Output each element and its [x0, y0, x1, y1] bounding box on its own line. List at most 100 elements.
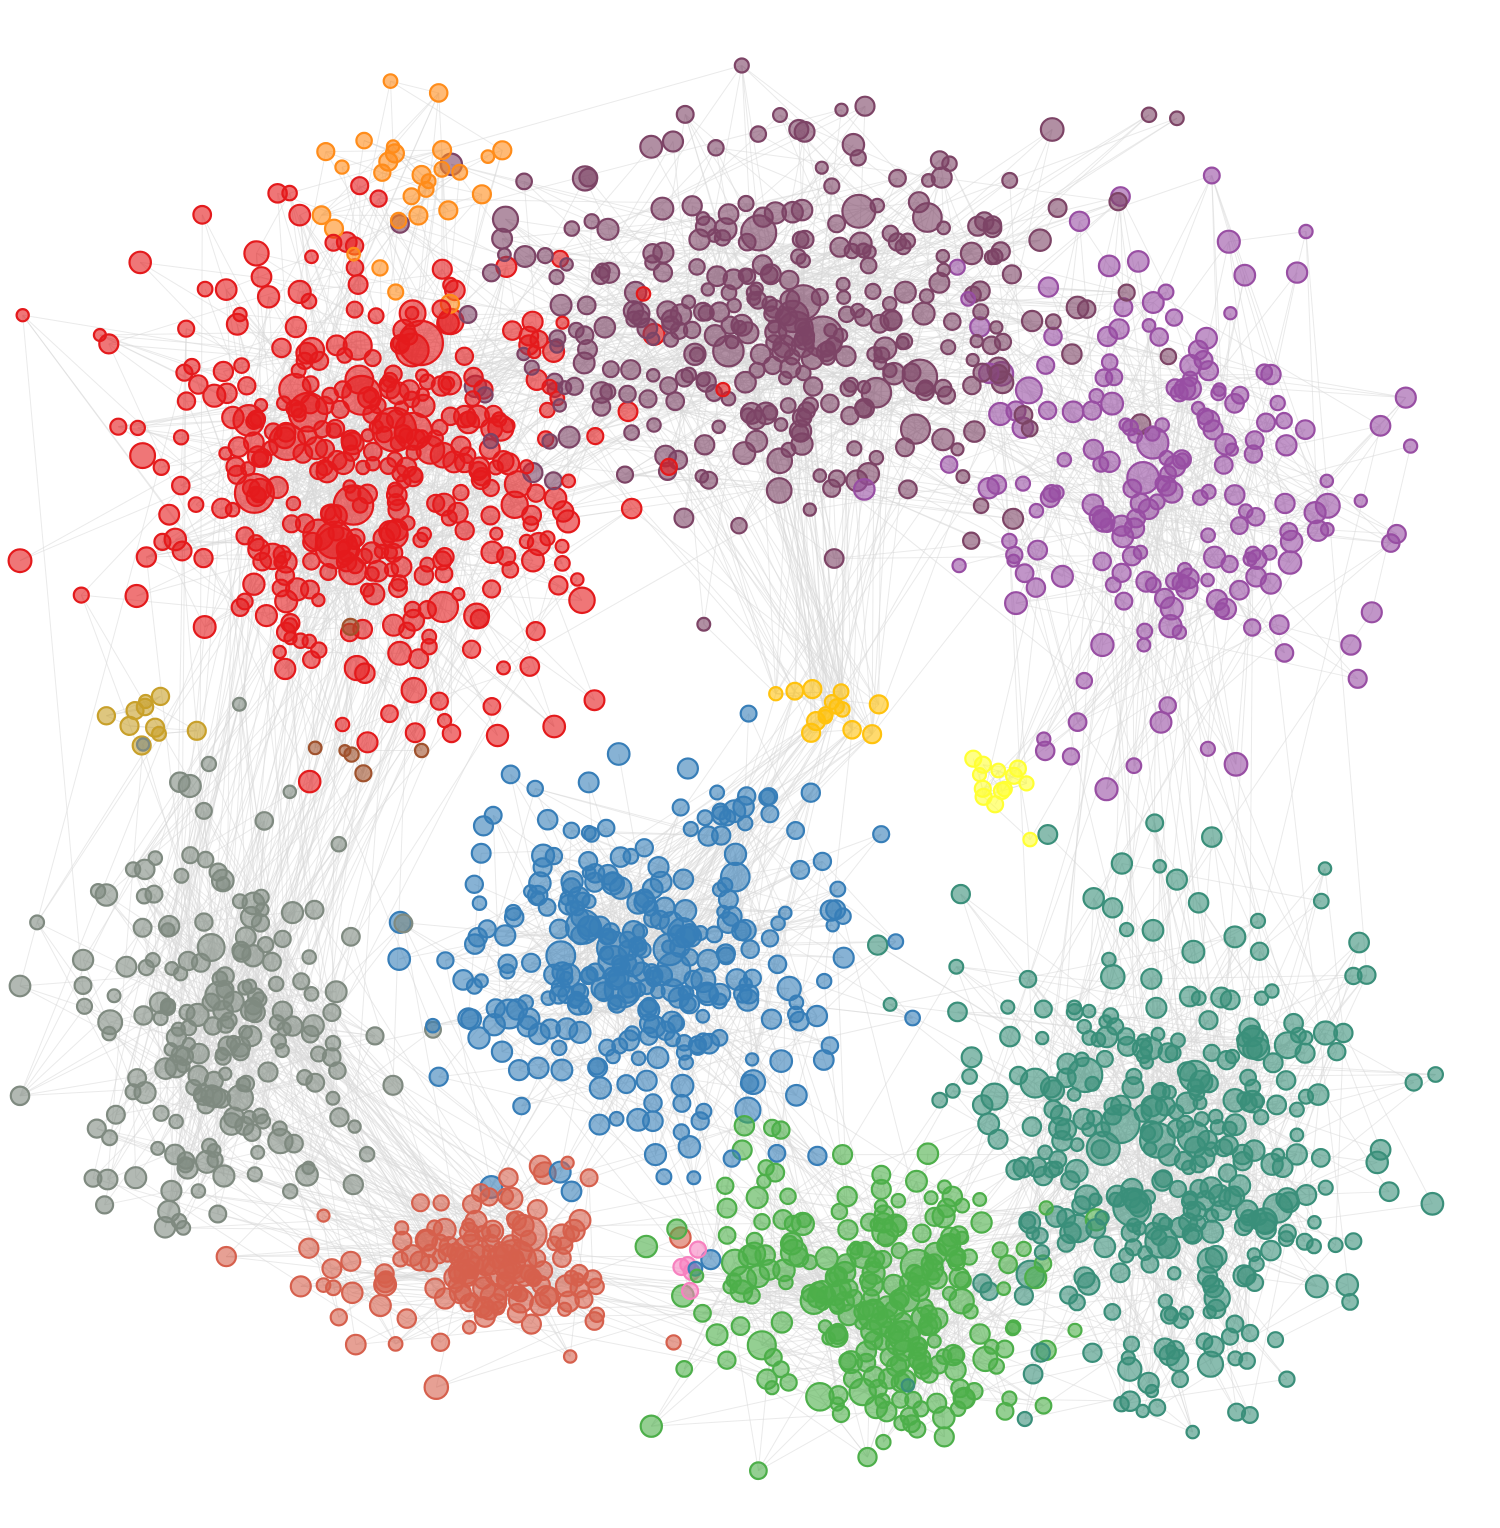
edge	[484, 338, 654, 396]
node	[1051, 1129, 1073, 1152]
edge	[284, 385, 575, 670]
node	[987, 1128, 1009, 1150]
node	[1145, 996, 1168, 1019]
node	[790, 198, 814, 222]
edge	[402, 923, 581, 1289]
node	[1348, 931, 1370, 954]
node	[568, 586, 596, 615]
node	[1039, 117, 1065, 142]
node	[344, 1333, 367, 1356]
edge	[703, 623, 777, 695]
edge	[188, 785, 191, 1045]
edge	[331, 1012, 506, 1197]
edge	[871, 356, 1169, 735]
edge	[286, 626, 351, 633]
edge	[733, 1035, 1253, 1282]
edge	[608, 272, 833, 703]
node	[673, 898, 698, 923]
edge	[142, 744, 182, 876]
edge	[610, 369, 796, 692]
edge	[803, 966, 957, 1221]
edge	[1248, 554, 1254, 1104]
node	[911, 301, 936, 326]
node	[8, 974, 32, 998]
edge	[475, 178, 586, 387]
edge	[197, 334, 655, 1016]
edge	[321, 149, 503, 216]
edge	[108, 343, 187, 402]
edge	[1203, 425, 1382, 1158]
node	[342, 1173, 364, 1196]
edge	[203, 921, 491, 1244]
node	[577, 771, 600, 794]
edge	[1151, 433, 1231, 1199]
edge	[1004, 525, 1108, 790]
edge	[261, 741, 368, 911]
node	[703, 324, 727, 348]
edge	[1161, 424, 1392, 544]
node	[700, 1248, 722, 1271]
node	[754, 1244, 776, 1266]
node	[214, 278, 238, 302]
node	[1223, 925, 1247, 949]
node	[513, 245, 537, 269]
node	[867, 934, 889, 956]
node	[1340, 634, 1362, 656]
edge	[1261, 998, 1279, 1156]
node	[485, 723, 510, 748]
node	[1277, 550, 1303, 575]
edge	[143, 1015, 215, 1151]
node	[752, 206, 774, 228]
node	[1003, 591, 1028, 616]
edge	[1305, 231, 1319, 531]
node	[1039, 1076, 1063, 1099]
node	[1369, 1138, 1392, 1161]
edge	[1136, 517, 1397, 535]
node	[154, 1057, 178, 1080]
edge	[741, 65, 944, 257]
edge	[907, 408, 1199, 1386]
node	[933, 1426, 955, 1448]
edge	[1228, 241, 1351, 1302]
node	[1061, 400, 1085, 424]
node	[1014, 376, 1043, 405]
node	[971, 1094, 994, 1116]
node	[969, 1323, 991, 1345]
edge	[82, 959, 159, 1149]
edge	[92, 493, 255, 1179]
node	[1100, 963, 1126, 990]
node	[805, 1004, 829, 1028]
edge	[399, 508, 632, 654]
node	[931, 427, 955, 452]
edge	[650, 1359, 728, 1427]
edge	[780, 1129, 804, 1224]
edge	[825, 414, 1024, 715]
node	[706, 265, 728, 288]
node	[765, 477, 793, 504]
node	[1274, 492, 1296, 515]
node	[1187, 891, 1210, 914]
edge	[1197, 407, 1398, 535]
node	[1394, 386, 1417, 409]
edge	[715, 147, 972, 254]
node	[192, 614, 217, 639]
edge	[751, 413, 1085, 682]
edge	[140, 261, 716, 336]
edge	[251, 1132, 385, 1274]
node	[583, 689, 606, 712]
edge	[126, 966, 188, 1013]
node	[423, 1374, 450, 1400]
edge	[260, 405, 334, 1099]
edge	[667, 470, 1014, 520]
node	[212, 1164, 236, 1188]
edge	[822, 861, 897, 942]
edge	[392, 1084, 512, 1246]
edge	[1004, 561, 1103, 790]
edge	[1249, 1238, 1287, 1416]
node	[1181, 939, 1206, 964]
node	[893, 280, 917, 304]
node	[1294, 1042, 1316, 1064]
edge	[561, 1069, 882, 1190]
edge	[314, 713, 390, 749]
node	[963, 420, 986, 443]
